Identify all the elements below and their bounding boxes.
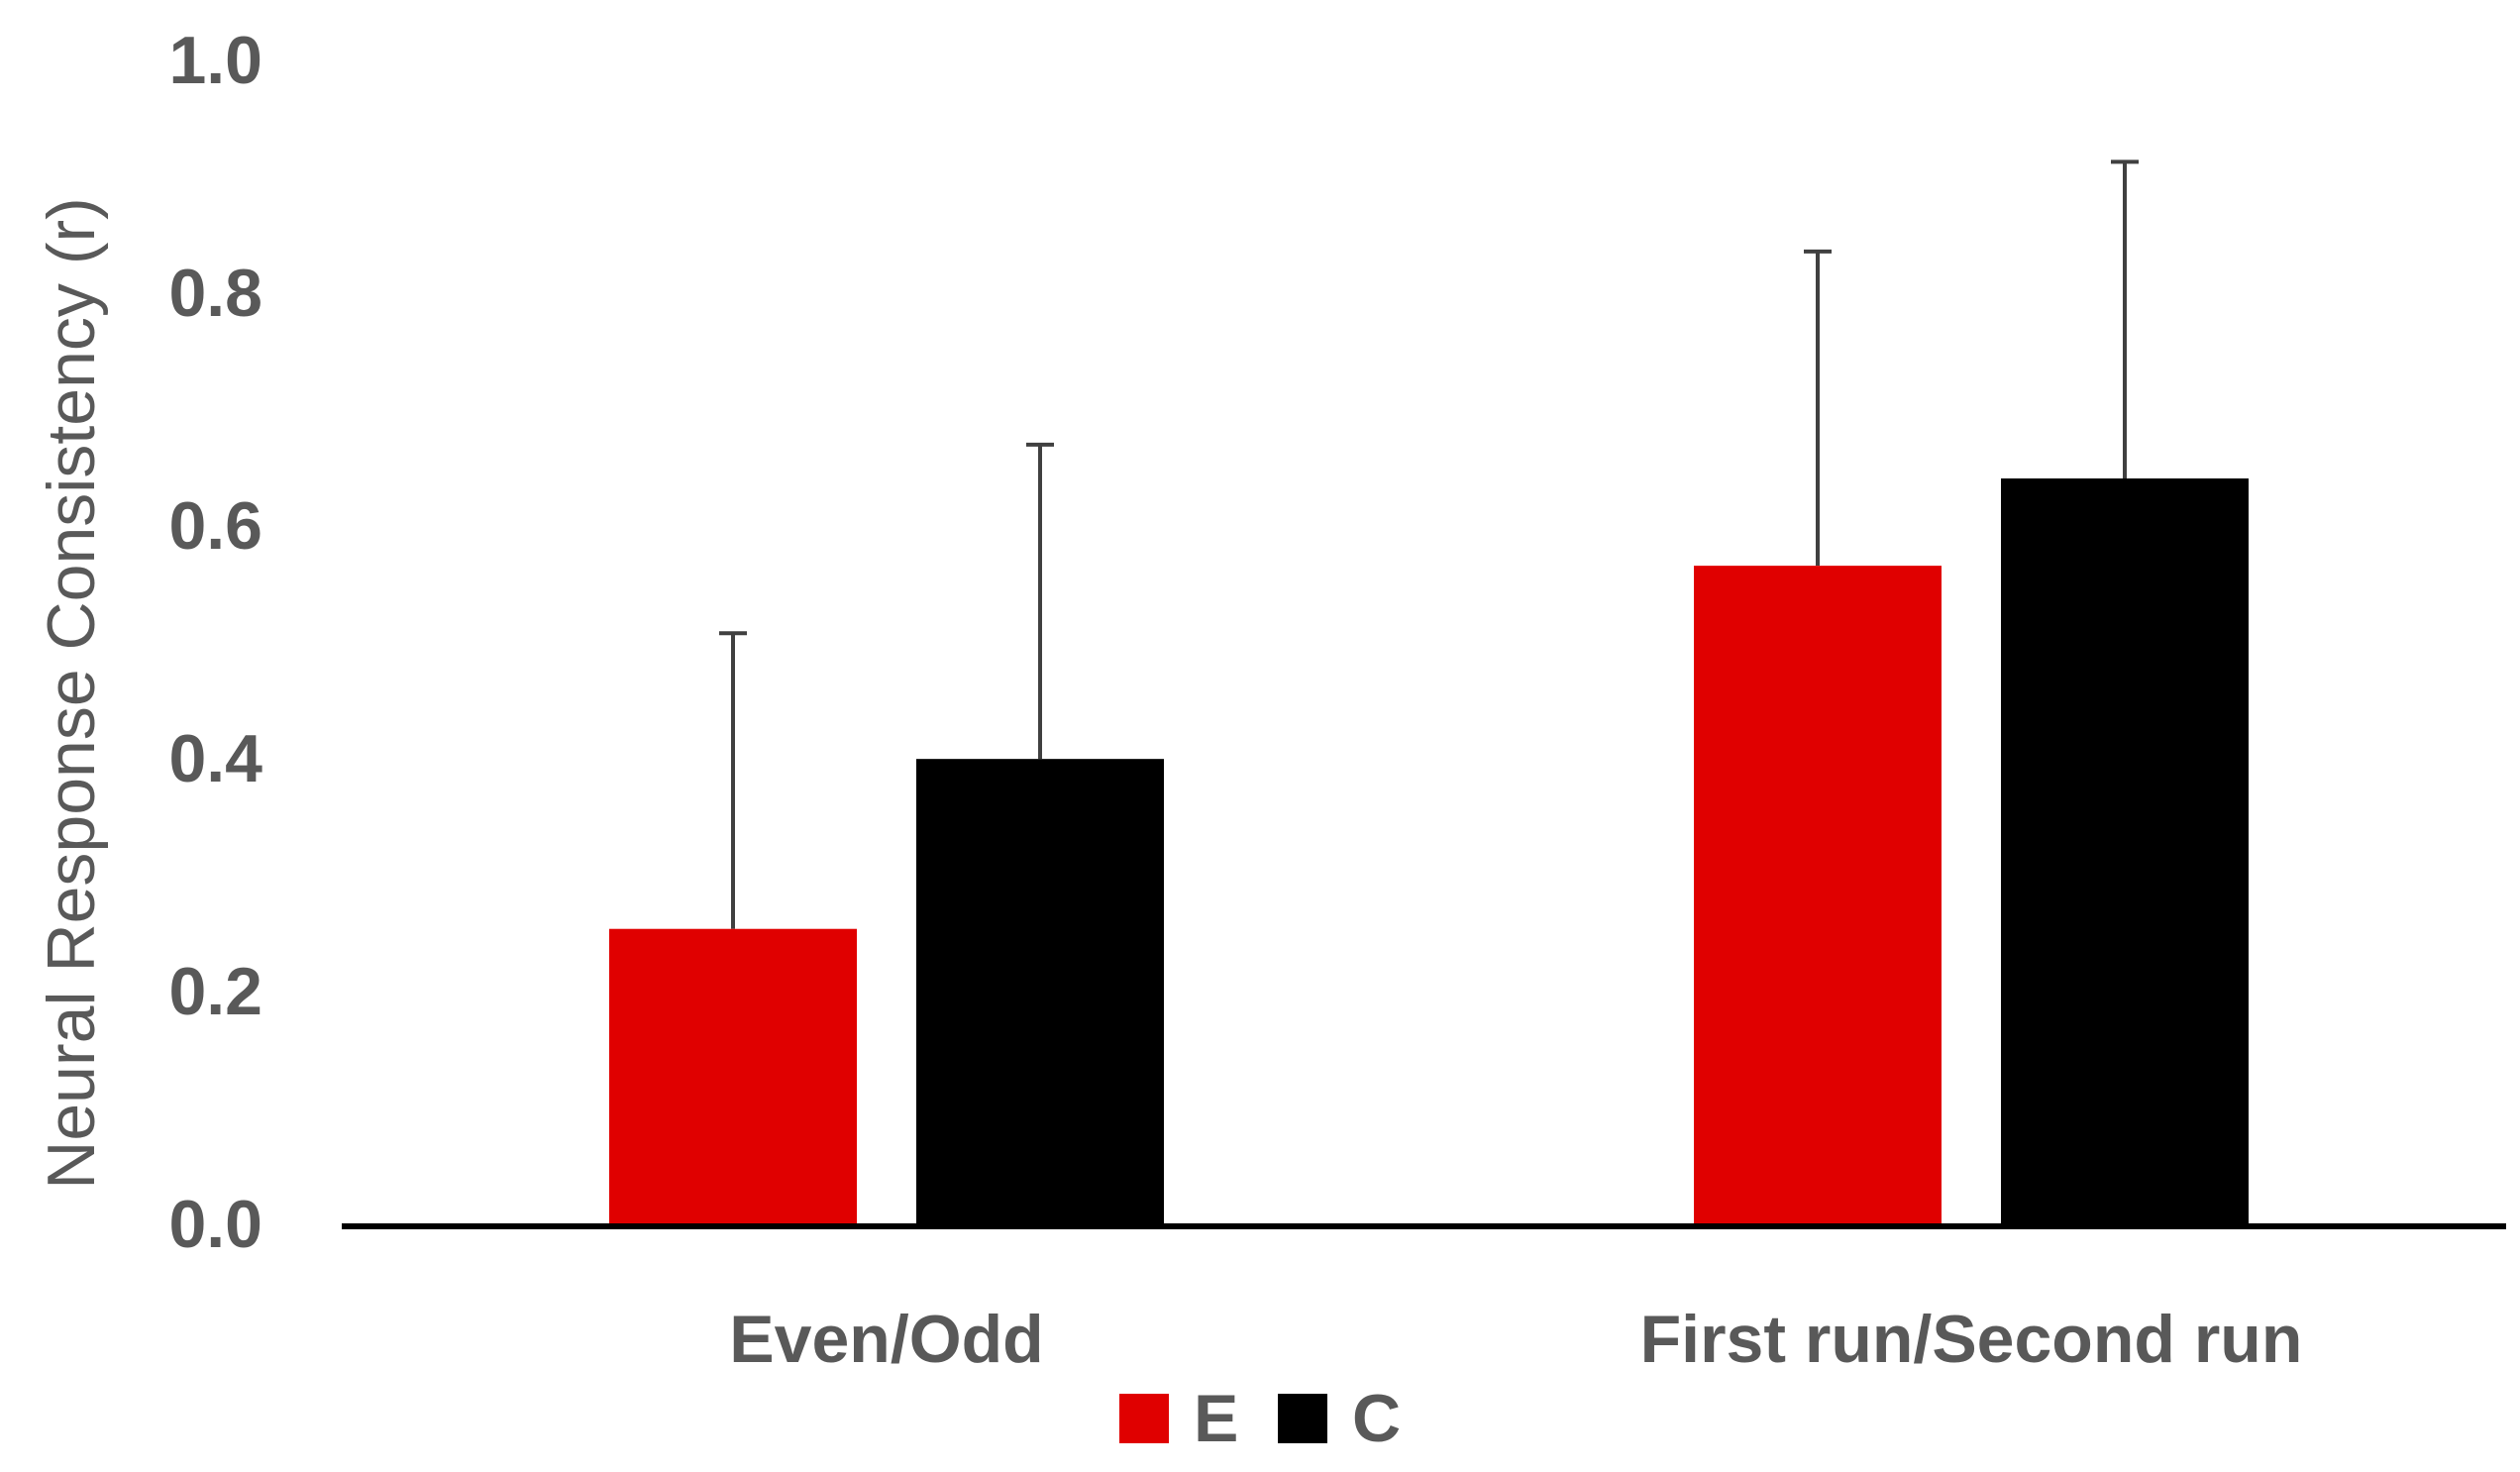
y-tick-label: 0.0 xyxy=(168,1187,262,1262)
y-axis-label-group: Neural Response Consistency (r) xyxy=(34,197,109,1190)
y-tick-labels: 0.0 0.2 0.4 0.6 0.8 1.0 xyxy=(168,23,262,1262)
y-tick-label: 0.6 xyxy=(168,488,262,564)
bar-e-1 xyxy=(1694,566,1942,1223)
y-tick-label: 0.2 xyxy=(168,954,262,1029)
error-bars xyxy=(719,159,2139,929)
legend-label-e: E xyxy=(1194,1381,1238,1456)
legend-swatch-e xyxy=(1119,1394,1169,1443)
y-tick-label: 1.0 xyxy=(168,23,262,98)
bars xyxy=(609,478,2249,1223)
x-tick-label: First run/Second run xyxy=(1640,1302,2303,1377)
legend-label-c: C xyxy=(1352,1381,1401,1456)
y-axis-label: Neural Response Consistency (r) xyxy=(34,197,109,1190)
x-tick-label: Even/Odd xyxy=(729,1302,1043,1377)
y-tick-label: 0.4 xyxy=(168,721,262,796)
bar-e-0 xyxy=(609,928,857,1223)
x-tick-labels: Even/Odd First run/Second run xyxy=(729,1302,2302,1377)
y-tick-label: 0.8 xyxy=(168,256,262,331)
bar-c-1 xyxy=(2001,478,2249,1223)
bar-c-0 xyxy=(916,759,1164,1223)
legend-swatch-c xyxy=(1278,1394,1327,1443)
